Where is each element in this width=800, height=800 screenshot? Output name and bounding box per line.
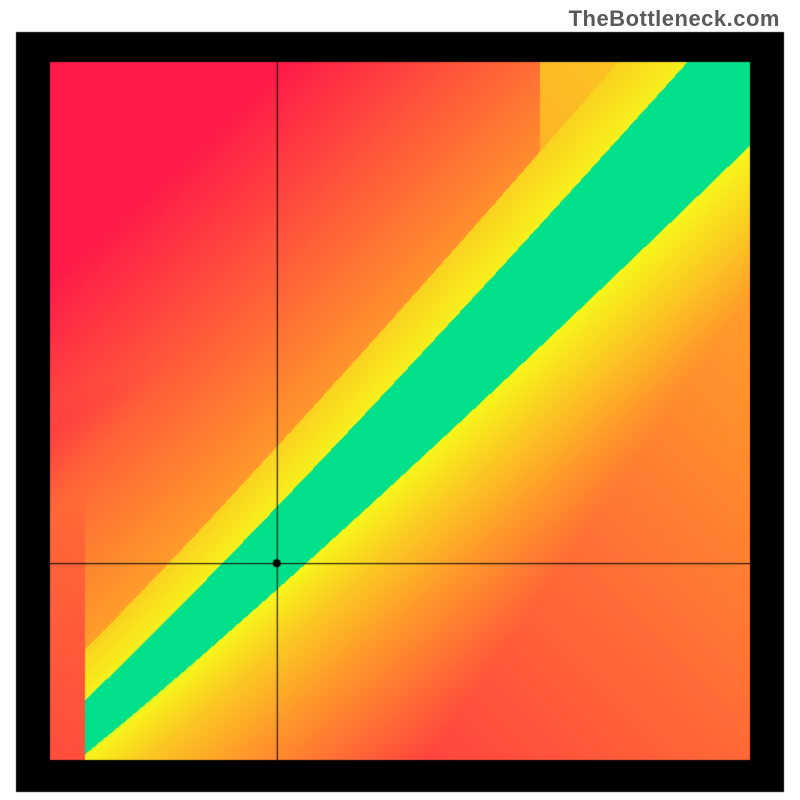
watermark-text: TheBottleneck.com [569,6,780,32]
heatmap-canvas [0,0,800,800]
chart-container: TheBottleneck.com [0,0,800,800]
